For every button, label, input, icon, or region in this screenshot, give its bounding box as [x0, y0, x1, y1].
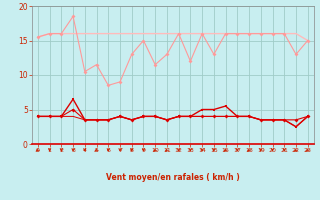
X-axis label: Vent moyen/en rafales ( km/h ): Vent moyen/en rafales ( km/h )	[106, 173, 240, 182]
